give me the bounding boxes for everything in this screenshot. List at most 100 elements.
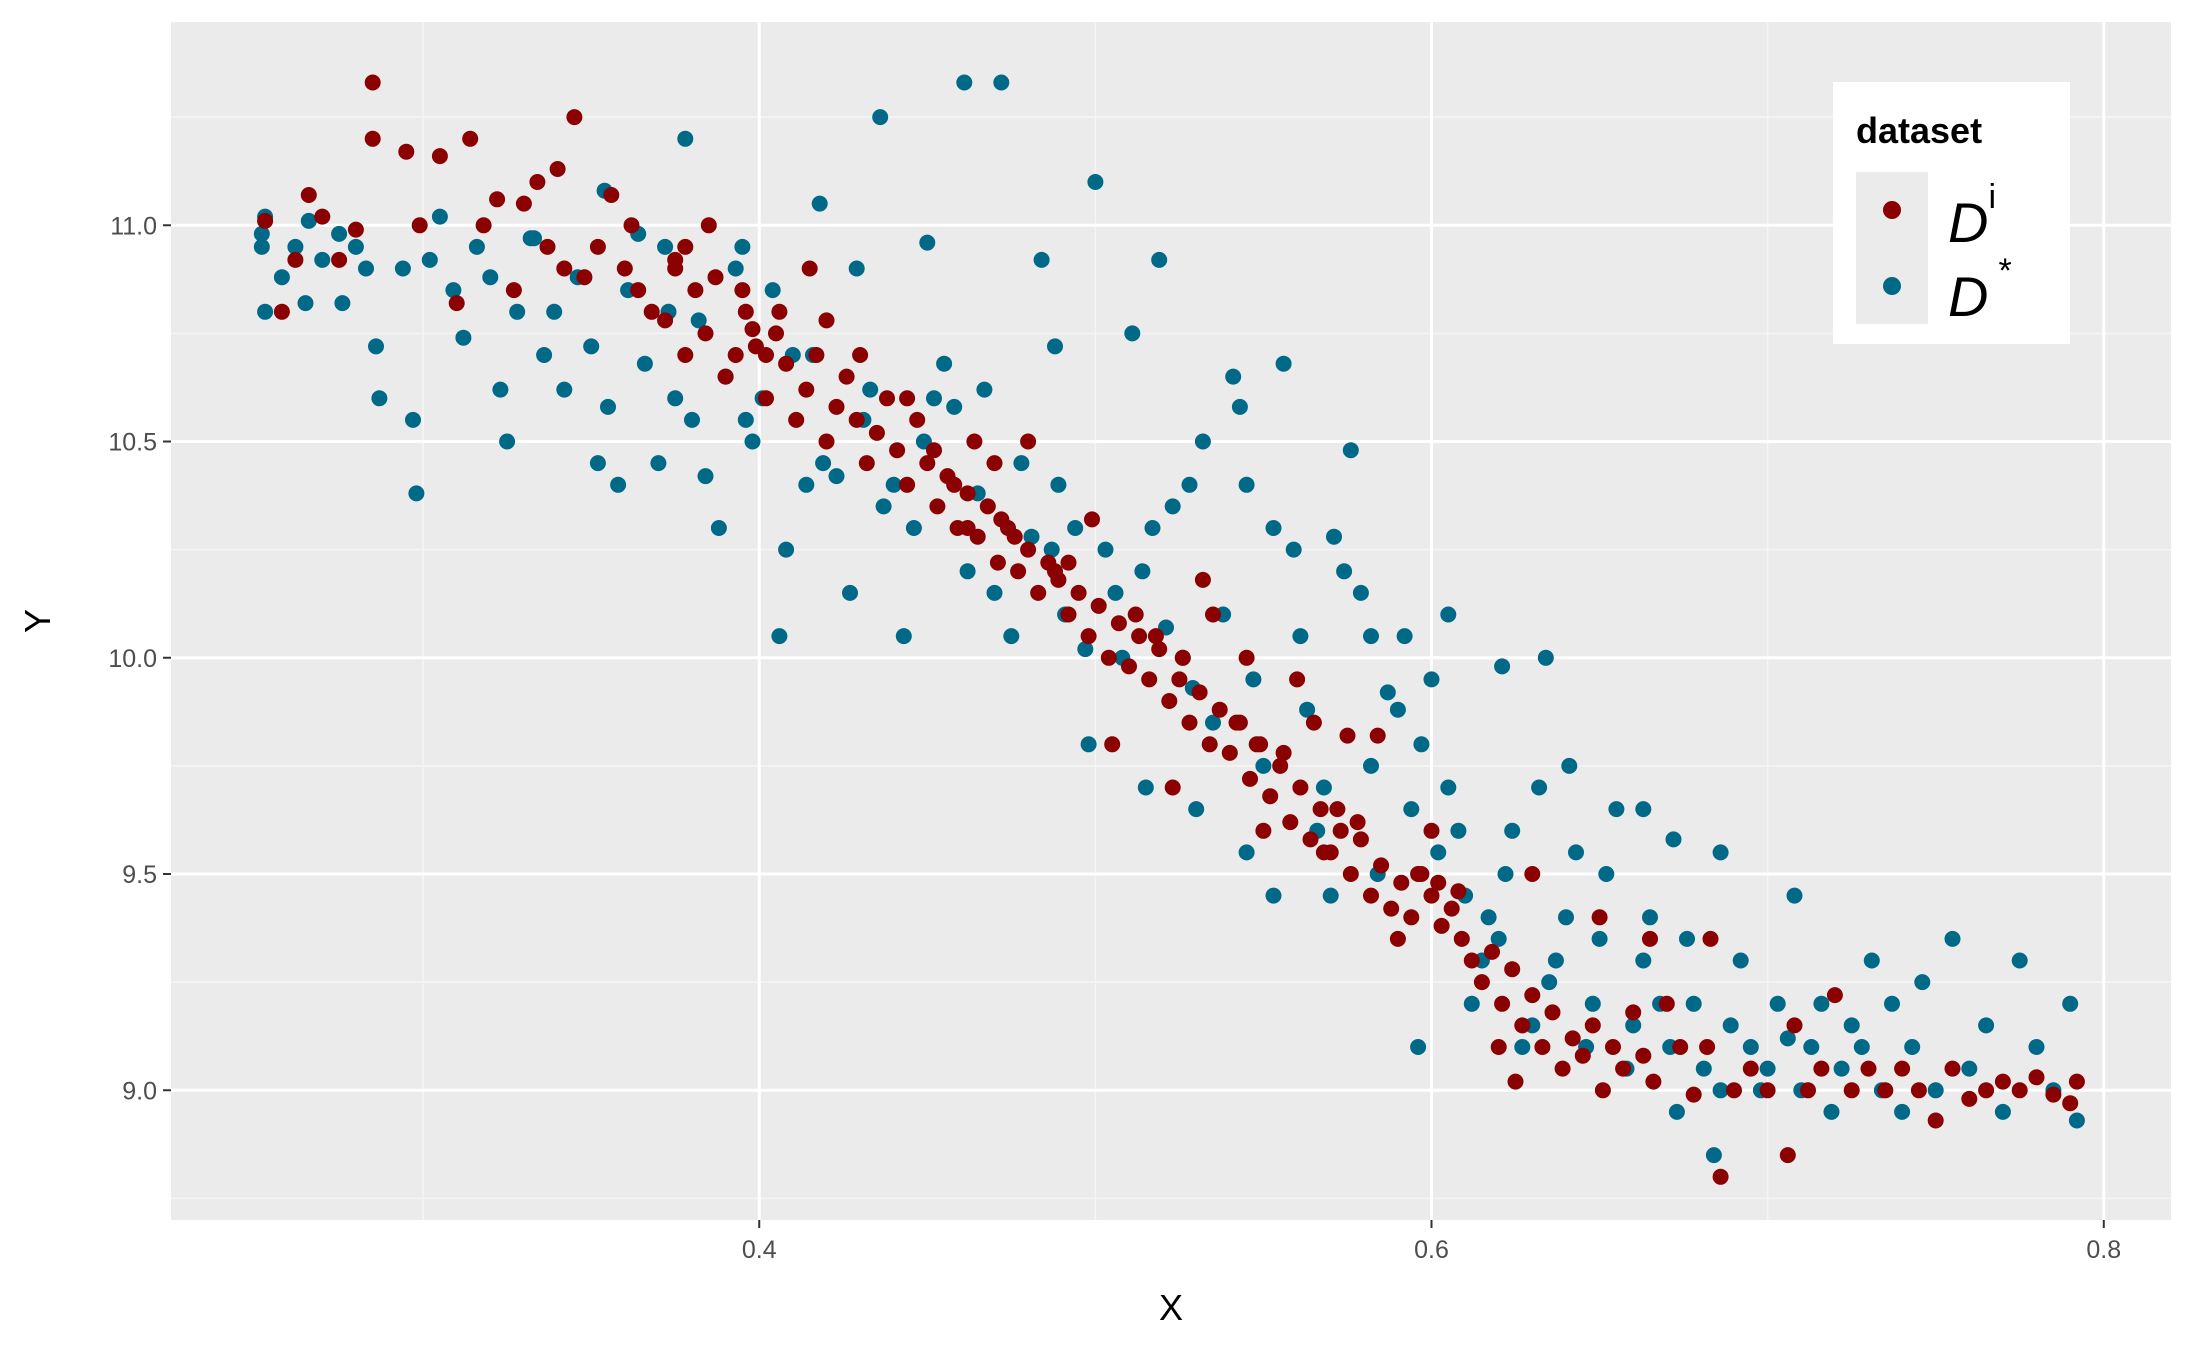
- data-point: [468, 238, 485, 255]
- legend-label-dstar-sup: *: [1998, 252, 2011, 290]
- data-point: [1537, 649, 1554, 666]
- data-point: [1853, 1039, 1870, 1055]
- data-point: [1322, 887, 1339, 904]
- data-point: [727, 260, 744, 277]
- data-point: [1440, 606, 1457, 623]
- data-point: [411, 217, 428, 234]
- data-point: [1194, 433, 1211, 450]
- data-point: [2028, 1039, 2045, 1055]
- data-point: [1927, 1082, 1944, 1099]
- data-point: [1228, 714, 1245, 731]
- data-point: [1255, 822, 1272, 839]
- data-point: [364, 130, 381, 147]
- data-point: [1450, 883, 1467, 900]
- data-point: [1050, 476, 1067, 493]
- data-point: [1685, 1086, 1702, 1103]
- data-point: [522, 230, 539, 247]
- data-point: [1642, 930, 1658, 947]
- data-point: [895, 628, 912, 645]
- y-tick-label: 9.5: [122, 861, 157, 889]
- data-point: [1440, 779, 1457, 796]
- data-point: [1443, 900, 1460, 917]
- data-point: [1067, 520, 1084, 536]
- data-point: [734, 238, 751, 255]
- legend-label-di-base: D: [1948, 191, 1988, 254]
- x-tick-label: 0.4: [742, 1236, 777, 1264]
- data-point: [610, 476, 627, 493]
- data-point: [1531, 779, 1548, 796]
- data-point: [529, 174, 546, 190]
- data-point: [778, 541, 795, 558]
- data-point: [1201, 736, 1218, 753]
- data-point: [1786, 1017, 1803, 1034]
- data-point: [1877, 1082, 1894, 1099]
- data-point: [1803, 1039, 1820, 1055]
- series-d-i: [257, 74, 2085, 1185]
- data-point: [1732, 952, 1749, 969]
- data-point: [347, 221, 364, 238]
- data-point: [398, 143, 415, 160]
- data-point: [445, 282, 462, 299]
- data-point: [1742, 1039, 1759, 1055]
- data-point: [899, 390, 916, 407]
- data-point: [253, 225, 270, 242]
- data-point: [1060, 606, 1077, 623]
- data-point: [1423, 671, 1440, 688]
- data-point: [1131, 628, 1148, 645]
- data-point: [818, 312, 835, 329]
- data-point: [1265, 520, 1282, 536]
- data-point: [1100, 649, 1117, 666]
- data-point: [1020, 541, 1037, 558]
- data-point: [697, 468, 714, 485]
- data-point: [1104, 736, 1121, 753]
- data-point: [684, 411, 700, 428]
- data-point: [273, 303, 290, 320]
- data-point: [710, 520, 727, 536]
- data-point: [1302, 831, 1319, 848]
- data-point: [737, 303, 754, 320]
- data-point: [1221, 744, 1238, 761]
- legend-label-dstar: D *: [1948, 252, 2012, 328]
- data-point: [1047, 563, 1063, 580]
- legend-label-di-sup: i: [1988, 178, 1996, 216]
- data-point: [1605, 1039, 1621, 1055]
- data-point: [1884, 995, 1900, 1012]
- data-point: [489, 191, 506, 208]
- data-point: [1396, 628, 1413, 645]
- data-point: [1174, 649, 1191, 666]
- data-point: [1568, 844, 1584, 861]
- data-point: [1205, 714, 1221, 731]
- data-point: [1554, 1060, 1571, 1077]
- data-point: [811, 195, 828, 212]
- data-point: [408, 485, 425, 502]
- data-point: [1084, 511, 1100, 528]
- data-point: [986, 455, 1003, 472]
- data-point: [1598, 866, 1615, 882]
- data-point: [1110, 615, 1127, 632]
- data-point: [1514, 1017, 1531, 1034]
- y-tick-label: 10.5: [108, 429, 157, 457]
- data-point: [1584, 1017, 1601, 1034]
- data-point: [1352, 584, 1369, 601]
- data-point: [771, 628, 788, 645]
- data-point: [1245, 671, 1262, 688]
- data-point: [1668, 1103, 1685, 1120]
- data-point: [697, 325, 714, 342]
- data-point: [499, 433, 516, 450]
- data-point: [1584, 995, 1601, 1012]
- data-point: [1759, 1060, 1776, 1077]
- data-point: [1665, 831, 1682, 848]
- data-point: [657, 238, 674, 255]
- data-point: [358, 260, 374, 277]
- data-point: [1013, 455, 1030, 472]
- data-point: [1299, 701, 1316, 718]
- legend-label-di: Di: [1948, 178, 1996, 254]
- data-point: [1722, 1017, 1739, 1034]
- data-point: [1826, 987, 1843, 1004]
- data-point: [1914, 974, 1931, 991]
- data-point: [1389, 701, 1406, 718]
- data-point: [287, 251, 304, 268]
- data-point: [946, 476, 963, 493]
- data-point: [899, 476, 916, 493]
- data-point: [1813, 995, 1830, 1012]
